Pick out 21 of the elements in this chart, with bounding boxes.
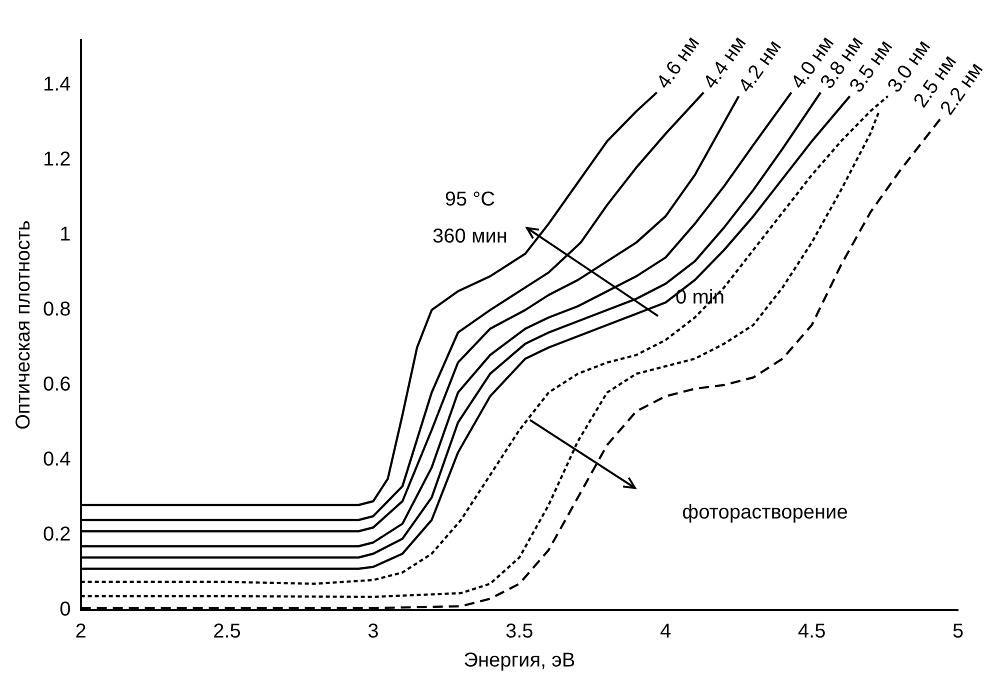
y-tick-label: 1	[60, 224, 71, 246]
annotation: 360 мин	[432, 226, 508, 248]
text: 4.6 нм	[652, 32, 704, 93]
x-tick-label: 3.5	[505, 620, 534, 643]
y-axis-title: Оптическая плотность	[12, 220, 35, 430]
y-tick-label: 0	[60, 598, 71, 621]
annotation: 95 °C	[444, 188, 496, 211]
x-tick-label: 2.5	[213, 620, 241, 643]
x-tick-label: 2	[75, 620, 86, 643]
y-tick-label: 0.6	[42, 374, 71, 396]
y-tick-label: 0.4	[42, 448, 71, 471]
y-tick-label: 1.4	[42, 74, 71, 96]
x-tick-label: 5	[952, 620, 964, 643]
x-tick-label: 3	[368, 620, 379, 643]
x-tick-label: 4	[660, 620, 672, 643]
annotation: фоторастворение	[682, 502, 848, 524]
y-tick-label: 1.2	[42, 148, 71, 171]
x-tick-label: 4.5	[798, 620, 826, 643]
x-axis-title: Энергия, эВ	[464, 650, 576, 672]
y-tick-label: 0.2	[42, 524, 71, 546]
y-tick-label: 0.8	[42, 298, 71, 321]
